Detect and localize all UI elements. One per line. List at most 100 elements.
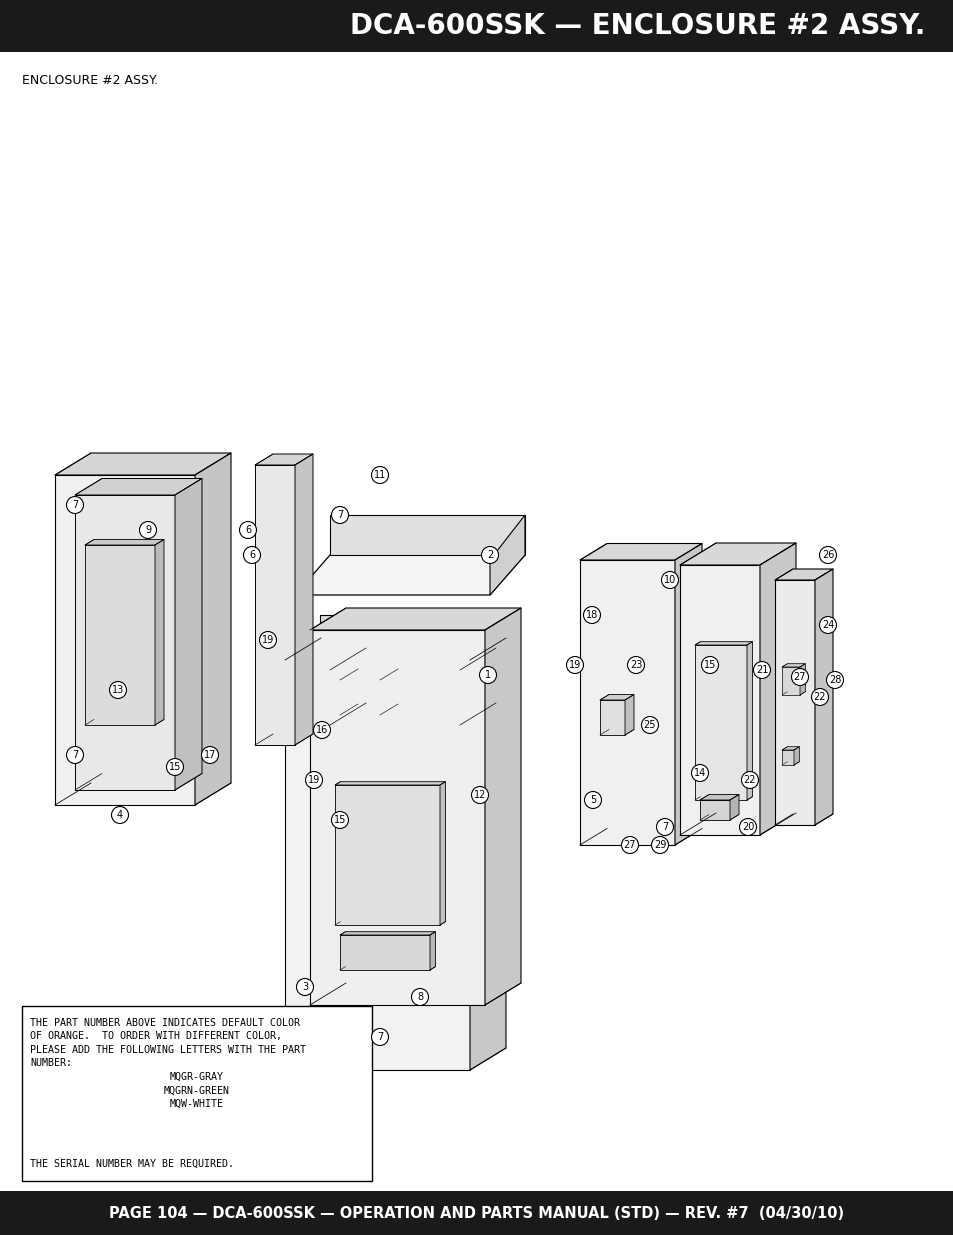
Circle shape [371, 1029, 388, 1046]
Polygon shape [781, 667, 800, 695]
Circle shape [239, 521, 256, 538]
Circle shape [67, 496, 84, 514]
Polygon shape [746, 642, 752, 800]
Polygon shape [700, 800, 729, 820]
Polygon shape [335, 785, 439, 925]
Polygon shape [599, 694, 634, 700]
Text: 7: 7 [661, 823, 667, 832]
Circle shape [479, 667, 496, 683]
Polygon shape [774, 569, 832, 580]
Circle shape [740, 772, 758, 788]
Text: 7: 7 [71, 500, 78, 510]
Text: 15: 15 [703, 659, 716, 671]
Text: 5: 5 [589, 795, 596, 805]
Circle shape [305, 772, 322, 788]
Text: 13: 13 [112, 685, 124, 695]
Text: MQGR-GRAY: MQGR-GRAY [170, 1072, 224, 1082]
Text: 18: 18 [585, 610, 598, 620]
Circle shape [791, 668, 807, 685]
Polygon shape [484, 608, 520, 1005]
Text: 28: 28 [828, 676, 841, 685]
Text: 9: 9 [145, 525, 151, 535]
Text: 20: 20 [741, 823, 754, 832]
Polygon shape [55, 453, 231, 475]
Polygon shape [774, 580, 814, 825]
Text: DCA-600SSK — ENCLOSURE #2 ASSY.: DCA-600SSK — ENCLOSURE #2 ASSY. [350, 12, 924, 40]
Text: 11: 11 [374, 471, 386, 480]
Text: 16: 16 [315, 725, 328, 735]
Polygon shape [285, 638, 504, 659]
Polygon shape [194, 453, 231, 805]
Polygon shape [310, 630, 484, 1005]
Circle shape [331, 811, 348, 829]
Text: 24: 24 [821, 620, 833, 630]
Circle shape [700, 657, 718, 673]
Polygon shape [675, 543, 701, 845]
Text: OF ORANGE.  TO ORDER WITH DIFFERENT COLOR,: OF ORANGE. TO ORDER WITH DIFFERENT COLOR… [30, 1031, 282, 1041]
Text: 19: 19 [568, 659, 580, 671]
Text: 15: 15 [334, 815, 346, 825]
Text: 19: 19 [308, 776, 320, 785]
Text: 14: 14 [693, 768, 705, 778]
Text: PLEASE ADD THE FOLLOWING LETTERS WITH THE PART: PLEASE ADD THE FOLLOWING LETTERS WITH TH… [30, 1045, 306, 1055]
Polygon shape [339, 669, 397, 680]
Text: 7: 7 [71, 750, 78, 760]
Text: 23: 23 [629, 659, 641, 671]
Circle shape [640, 716, 658, 734]
Text: 21: 21 [755, 664, 767, 676]
Text: 17: 17 [204, 750, 216, 760]
Text: 3: 3 [301, 982, 308, 992]
Polygon shape [174, 478, 202, 790]
Polygon shape [55, 475, 194, 805]
Circle shape [296, 978, 314, 995]
Text: 2: 2 [486, 550, 493, 559]
Polygon shape [75, 495, 174, 790]
Circle shape [583, 606, 599, 624]
Text: 22: 22 [813, 692, 825, 701]
Polygon shape [330, 671, 459, 725]
Text: NUMBER:: NUMBER: [30, 1058, 71, 1068]
Polygon shape [695, 642, 752, 645]
Circle shape [243, 547, 260, 563]
Polygon shape [154, 540, 164, 725]
Polygon shape [339, 680, 379, 715]
Polygon shape [679, 543, 795, 564]
Circle shape [660, 572, 678, 589]
Text: 7: 7 [336, 510, 343, 520]
Circle shape [471, 787, 488, 804]
Bar [22, 1007, 372, 1181]
Circle shape [371, 467, 388, 483]
Text: 10: 10 [663, 576, 676, 585]
Circle shape [627, 657, 644, 673]
Bar [0, 0, 953, 52]
Polygon shape [75, 478, 202, 495]
Polygon shape [814, 569, 832, 825]
Polygon shape [85, 545, 154, 725]
Text: 27: 27 [793, 672, 805, 682]
Polygon shape [700, 794, 739, 800]
Text: 12: 12 [474, 790, 486, 800]
Circle shape [167, 758, 183, 776]
Polygon shape [459, 648, 496, 725]
Polygon shape [339, 935, 430, 969]
Text: 15: 15 [169, 762, 181, 772]
Text: 1: 1 [484, 671, 491, 680]
Polygon shape [760, 543, 795, 835]
Bar [0, 1191, 953, 1235]
Polygon shape [729, 794, 739, 820]
Circle shape [481, 547, 498, 563]
Text: 6: 6 [249, 550, 254, 559]
Text: 4: 4 [117, 810, 123, 820]
Polygon shape [339, 931, 435, 935]
Polygon shape [330, 515, 524, 555]
Polygon shape [490, 515, 524, 595]
Polygon shape [310, 608, 520, 630]
Polygon shape [695, 645, 746, 800]
Polygon shape [319, 615, 504, 638]
Polygon shape [624, 694, 634, 735]
Polygon shape [254, 466, 294, 745]
Polygon shape [294, 454, 313, 745]
Circle shape [139, 521, 156, 538]
Circle shape [584, 792, 601, 809]
Text: 8: 8 [416, 992, 422, 1002]
